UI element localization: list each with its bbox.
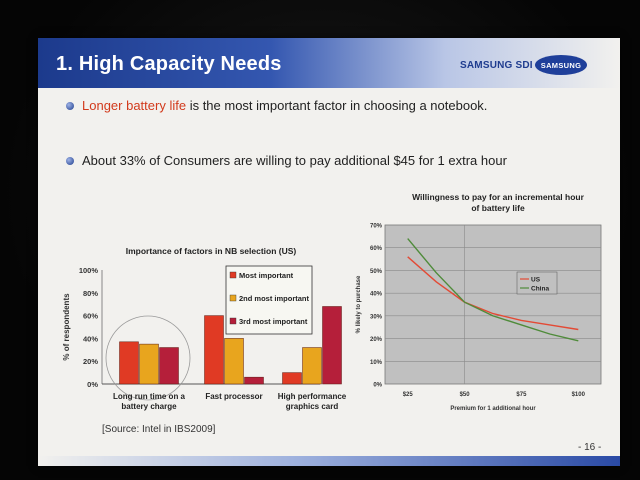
- line-chart-title: Willingness to pay for an incremental ho…: [412, 192, 585, 202]
- legend-swatch: [229, 294, 237, 302]
- line-x-tick-label: $100: [572, 392, 586, 398]
- line-x-tick-label: $75: [516, 392, 527, 398]
- footer-bar: [38, 456, 620, 466]
- line-y-tick-label: 70%: [370, 224, 383, 230]
- bullet-text: is the most important factor in choosing…: [186, 98, 488, 113]
- bar-3: [159, 347, 179, 385]
- bullet-item: Longer battery life is the most importan…: [66, 98, 487, 113]
- legend-label: China: [531, 286, 549, 293]
- bar-category-label: Fast processor: [205, 392, 262, 401]
- line-y-tick-label: 60%: [370, 246, 383, 252]
- bar-3: [244, 376, 264, 385]
- highlight-circle: [105, 315, 191, 401]
- bar-y-tick-label: 0%: [87, 380, 98, 389]
- line-y-tick-label: 20%: [370, 337, 383, 343]
- bullet-text: About 33% of Consumers are willing to pa…: [82, 153, 507, 168]
- line-x-tick-label: $50: [460, 392, 471, 398]
- bar-y-tick-label: 100%: [79, 266, 99, 275]
- bar-legend-box: [225, 265, 313, 335]
- line-y-tick-label: 30%: [370, 314, 383, 320]
- bullet-item: About 33% of Consumers are willing to pa…: [66, 153, 507, 168]
- line-y-tick-label: 40%: [370, 292, 383, 298]
- bar-1: [119, 341, 139, 385]
- bar-3: [322, 306, 342, 385]
- line-x-tick-label: $25: [403, 392, 414, 398]
- line-y-tick-label: 50%: [370, 269, 383, 275]
- legend-label: US: [531, 277, 541, 284]
- charts-canvas: Importance of factors in NB selection (U…: [62, 192, 602, 412]
- legend-label: 2nd most important: [239, 294, 310, 303]
- bar-y-tick-label: 20%: [83, 357, 98, 366]
- bar-category-label: High performance: [278, 392, 347, 401]
- title-bar: 1. High Capacity Needs SAMSUNG SDI SAMSU…: [38, 38, 620, 88]
- bar-category-label: Long run time on a: [113, 392, 186, 401]
- legend-label: 3rd most important: [239, 317, 308, 326]
- line-y-axis-label: % likely to purchase: [356, 275, 362, 333]
- bar-2: [224, 338, 244, 385]
- bullet-icon: [66, 156, 74, 165]
- bar-y-tick-label: 80%: [83, 289, 98, 298]
- bar-2: [139, 343, 159, 385]
- bullet-icon: [66, 101, 74, 110]
- bar-category-label: battery charge: [121, 402, 177, 411]
- bar-2: [302, 347, 322, 385]
- legend-swatch: [229, 317, 237, 325]
- presentation-slide: 1. High Capacity Needs SAMSUNG SDI SAMSU…: [38, 38, 620, 466]
- bar-1: [282, 372, 302, 385]
- legend-swatch: [229, 271, 237, 279]
- line-x-axis-label: Premium for 1 additional hour: [450, 406, 536, 412]
- line-y-tick-label: 10%: [370, 360, 383, 366]
- line-plot-area: [384, 224, 602, 385]
- bullet-highlight: Longer battery life: [82, 98, 187, 113]
- bar-y-tick-label: 40%: [83, 334, 98, 343]
- line-chart-title: of battery life: [471, 203, 525, 213]
- bar-category-label: graphics card: [286, 402, 339, 411]
- slide-title: 1. High Capacity Needs: [56, 53, 282, 75]
- source-note: [Source: Intel in IBS2009]: [102, 424, 216, 435]
- bar-1: [204, 315, 224, 385]
- line-series-us: [407, 256, 579, 331]
- legend-label: Most important: [239, 271, 294, 280]
- bar-chart-title: Importance of factors in NB selection (U…: [126, 246, 297, 256]
- brand-text: SAMSUNG SDI: [460, 60, 533, 71]
- line-series-china: [407, 238, 579, 342]
- samsung-logo-text: SAMSUNG: [540, 60, 582, 70]
- bar-y-axis-label: % of respondents: [62, 293, 71, 361]
- line-y-tick-label: 0%: [373, 383, 382, 389]
- bar-y-tick-label: 60%: [83, 312, 98, 321]
- page-number: - 16 -: [578, 442, 602, 453]
- samsung-logo: SAMSUNG: [535, 55, 587, 75]
